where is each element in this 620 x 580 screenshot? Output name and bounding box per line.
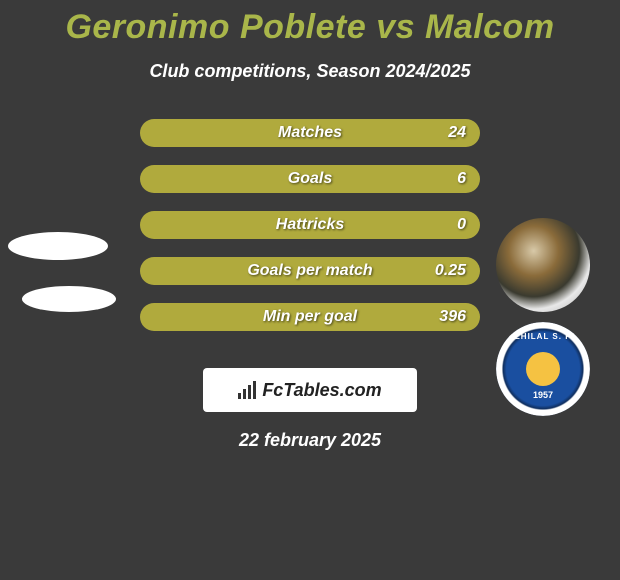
player-photo [496, 218, 590, 312]
stat-value: 24 [448, 124, 466, 142]
stat-label: Matches [278, 124, 342, 142]
club-name-text: ALHILAL S. FC [508, 332, 578, 341]
player-avatar [496, 218, 590, 312]
stat-bar: Goals per match 0.25 [140, 257, 480, 285]
stat-value: 0.25 [435, 262, 466, 280]
stat-value: 0 [457, 216, 466, 234]
stat-bar: Hattricks 0 [140, 211, 480, 239]
stats-block: ALHILAL S. FC 1957 Matches 24 Goals 6 Ha… [0, 110, 620, 340]
club-center-icon [526, 352, 560, 386]
stat-bar: Matches 24 [140, 119, 480, 147]
stat-bar: Goals 6 [140, 165, 480, 193]
stat-label: Goals per match [247, 262, 372, 280]
stat-value: 6 [457, 170, 466, 188]
page-title: Geronimo Poblete vs Malcom [0, 8, 620, 47]
chart-icon [238, 381, 256, 399]
subtitle: Club competitions, Season 2024/2025 [0, 61, 620, 82]
stat-row: Matches 24 [0, 110, 620, 156]
left-placeholder-2 [22, 286, 116, 312]
stat-value: 396 [439, 308, 466, 326]
club-year: 1957 [533, 390, 553, 400]
stat-label: Hattricks [276, 216, 344, 234]
stat-label: Goals [288, 170, 332, 188]
brand-text: FcTables.com [262, 380, 381, 401]
date-text: 22 february 2025 [0, 430, 620, 451]
stat-row: Goals 6 [0, 156, 620, 202]
stat-bar: Min per goal 396 [140, 303, 480, 331]
club-badge: ALHILAL S. FC 1957 [496, 322, 590, 416]
infographic-container: Geronimo Poblete vs Malcom Club competit… [0, 0, 620, 451]
stat-label: Min per goal [263, 308, 357, 326]
branding-badge: FcTables.com [203, 368, 417, 412]
left-placeholder-1 [8, 232, 108, 260]
